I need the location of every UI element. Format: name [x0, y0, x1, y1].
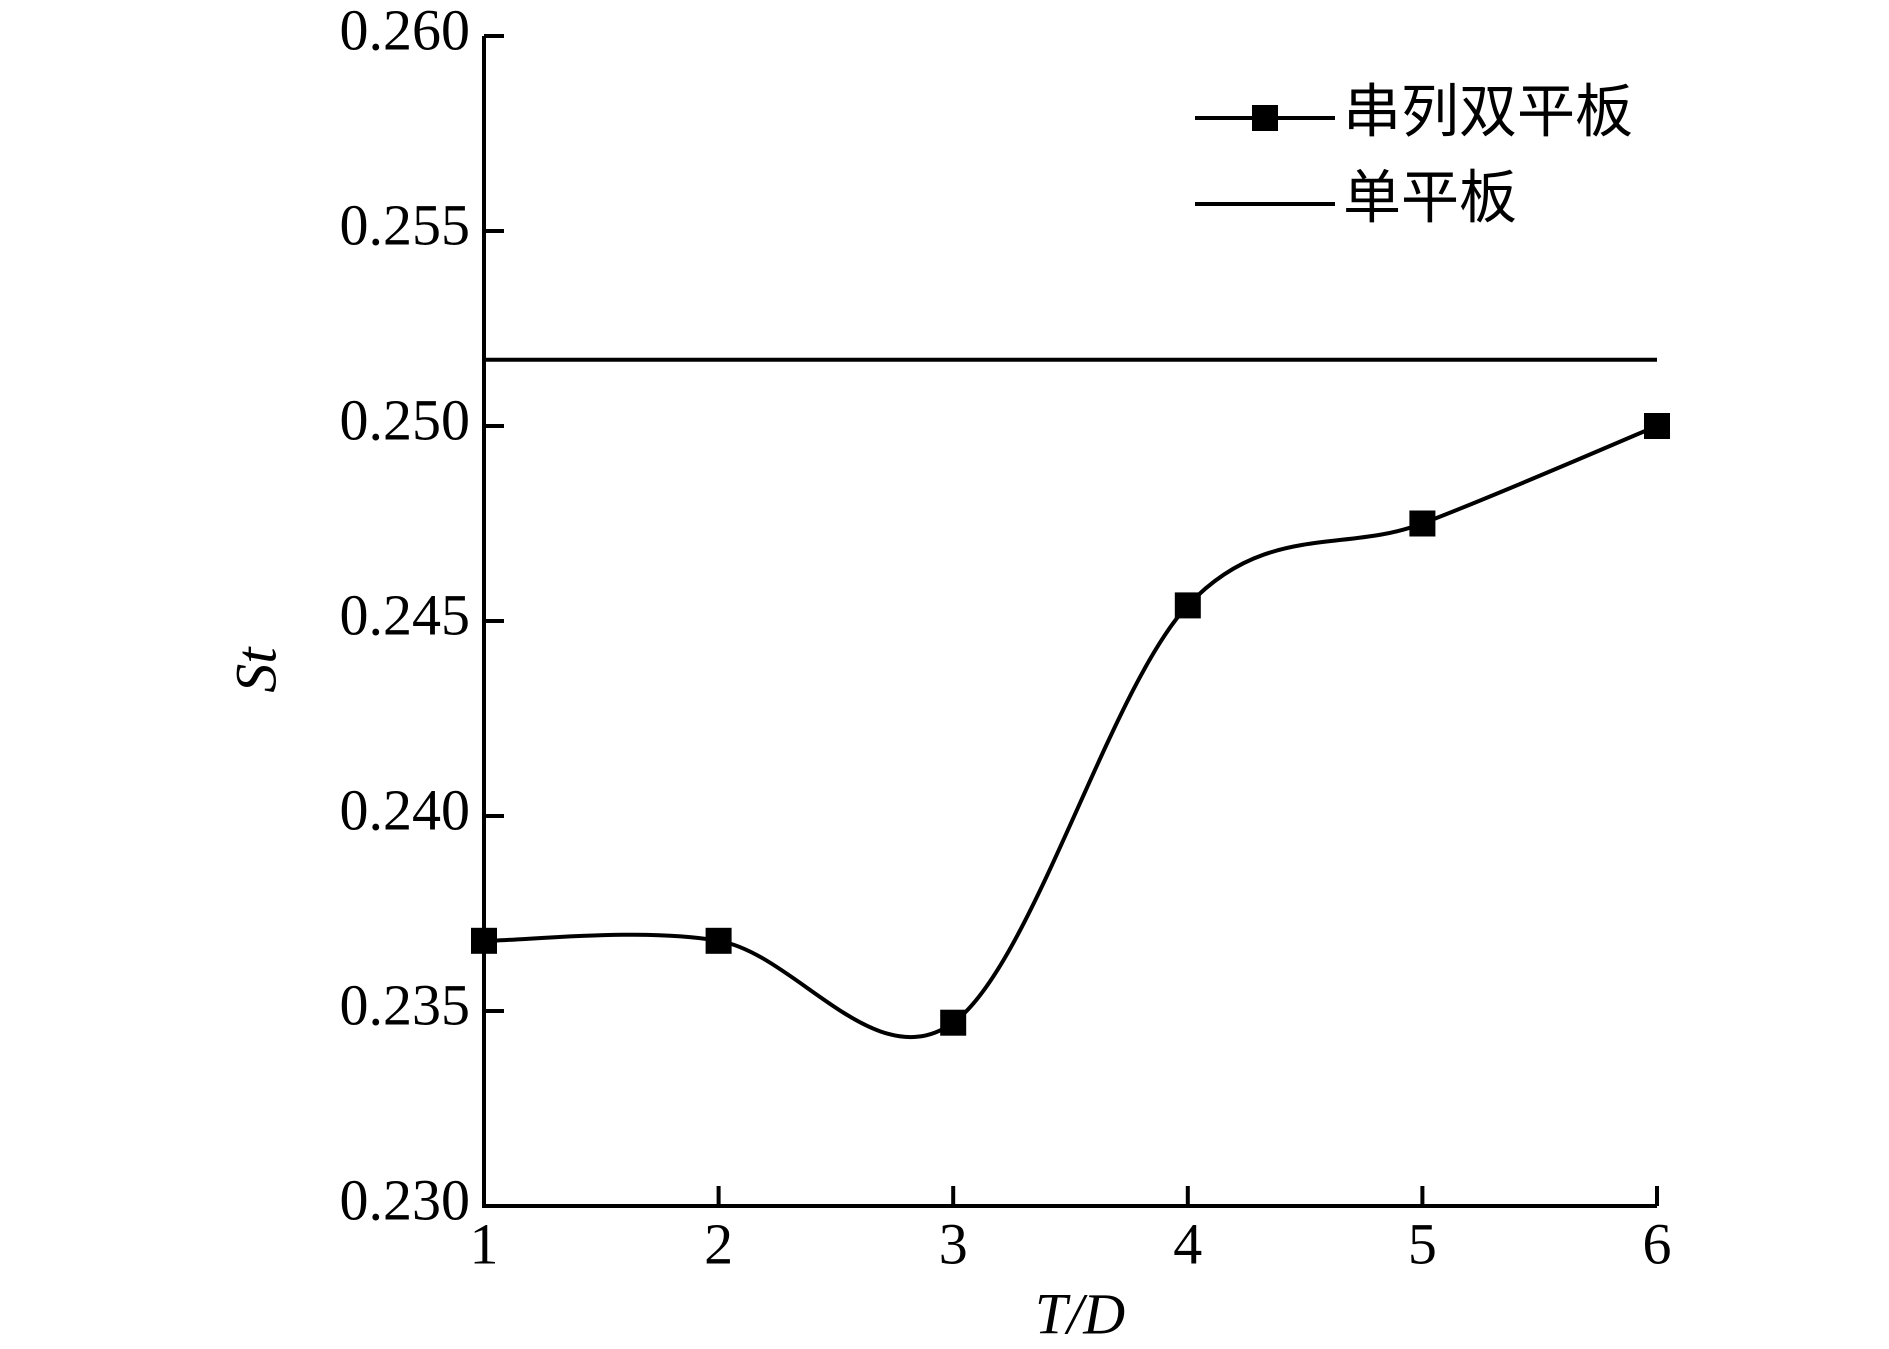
x-tick-label: 2 [704, 1211, 733, 1276]
x-tick-label: 3 [939, 1211, 968, 1276]
x-tick-label: 4 [1173, 1211, 1202, 1276]
point-marker [1644, 413, 1670, 439]
y-tick-label: 0.235 [340, 972, 471, 1037]
legend-label: 串列双平板 [1343, 79, 1633, 144]
point-marker [940, 1009, 967, 1036]
point-marker [1174, 592, 1201, 619]
point-marker [705, 927, 732, 954]
x-tick-label: 6 [1643, 1211, 1672, 1276]
y-tick-label: 0.255 [340, 192, 471, 257]
point-marker [471, 927, 497, 954]
legend-marker [1252, 105, 1278, 131]
legend-label: 单平板 [1343, 165, 1517, 230]
y-tick-label: 0.250 [340, 387, 471, 452]
y-tick-label: 0.240 [340, 777, 471, 842]
x-tick-label: 1 [470, 1211, 499, 1276]
x-tick-label: 5 [1408, 1211, 1437, 1276]
y-tick-label: 0.260 [340, 0, 471, 62]
y-tick-label: 0.230 [340, 1167, 471, 1232]
y-axis-label: St [223, 646, 288, 693]
series-line [483, 424, 1658, 1039]
point-marker [1409, 510, 1436, 537]
y-tick-label: 0.245 [340, 582, 471, 647]
x-axis-label: T/D [1035, 1281, 1125, 1346]
